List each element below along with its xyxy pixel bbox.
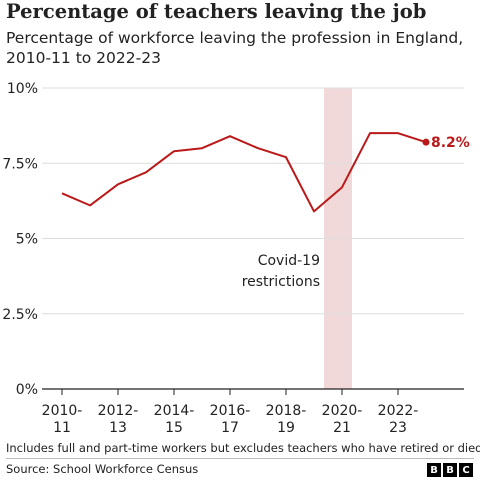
x-tick-label: 2014-15 xyxy=(154,403,195,436)
footer-divider xyxy=(6,458,474,459)
bbc-logo: B B C xyxy=(427,463,473,477)
covid-annotation: restrictions xyxy=(242,274,320,290)
logo-letter: C xyxy=(459,463,473,477)
chart-subtitle: Percentage of workforce leaving the prof… xyxy=(6,29,464,67)
y-tick-label: 0% xyxy=(16,382,38,398)
logo-letter: B xyxy=(443,463,457,477)
x-tick-label: 2018-19 xyxy=(266,403,307,436)
covid-annotation: Covid-19 xyxy=(258,253,320,269)
series-line xyxy=(61,132,427,213)
end-value-label: 8.2% xyxy=(431,135,470,151)
chart-note: Includes full and part-time workers but … xyxy=(6,441,480,455)
y-tick-label: 7.5% xyxy=(2,156,38,172)
x-tick-label: 2012-13 xyxy=(98,403,139,436)
line-chart: 10% 7.5% 5% 2.5% 0% 2010-11 2012-13 2014-15 201… xyxy=(2,81,470,436)
source-text: Source: School Workforce Census xyxy=(6,462,199,476)
x-tick-label: 2010-11 xyxy=(42,403,83,436)
y-tick-label: 5% xyxy=(16,232,38,248)
end-point-marker xyxy=(422,138,430,146)
chart-title: Percentage of teachers leaving the job xyxy=(6,0,427,23)
y-tick-label: 2.5% xyxy=(2,307,38,323)
y-tick-label: 10% xyxy=(7,81,38,97)
x-tick-label: 2020-21 xyxy=(322,403,363,436)
x-tick-label: 2016-17 xyxy=(210,403,251,436)
x-tick-label: 2022-23 xyxy=(378,403,419,436)
logo-letter: B xyxy=(427,463,441,477)
